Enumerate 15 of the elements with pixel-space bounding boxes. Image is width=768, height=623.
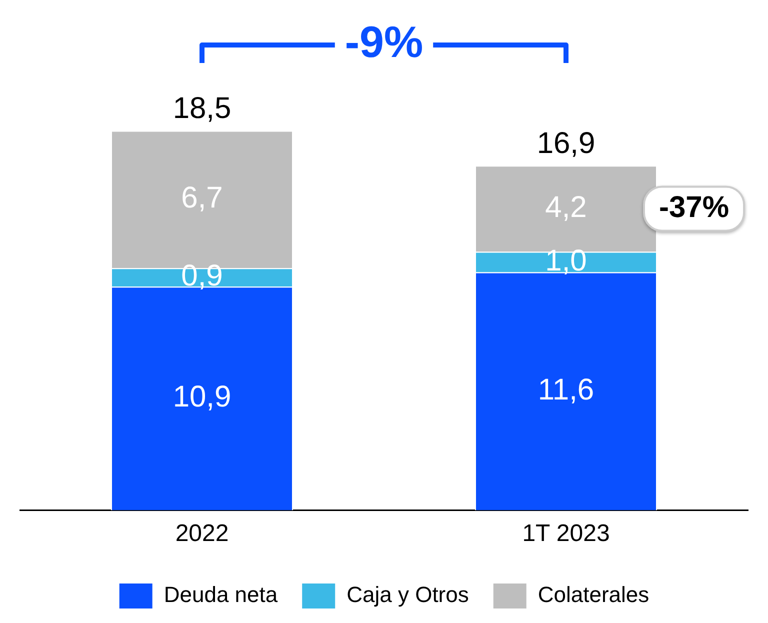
data-label: 10,9 xyxy=(172,380,232,414)
x-tick-label: 2022 xyxy=(175,520,229,548)
x-tick-label: 1T 2023 xyxy=(522,520,610,548)
legend-label: Colaterales xyxy=(538,582,650,608)
annotation: -37% xyxy=(658,190,730,224)
legend-label: Caja y Otros xyxy=(346,582,469,608)
total-label: 18,5 xyxy=(172,92,232,126)
data-label: 0,9 xyxy=(181,260,223,293)
data-label: 11,6 xyxy=(538,374,594,407)
legend-label: Deuda neta xyxy=(164,582,278,608)
data-label: 6,7 xyxy=(181,182,223,215)
text: -9% xyxy=(344,18,424,68)
data-label: 4,2 xyxy=(545,190,587,224)
data-label: 1,0 xyxy=(545,244,587,278)
total-label: 16,9 xyxy=(536,126,596,160)
